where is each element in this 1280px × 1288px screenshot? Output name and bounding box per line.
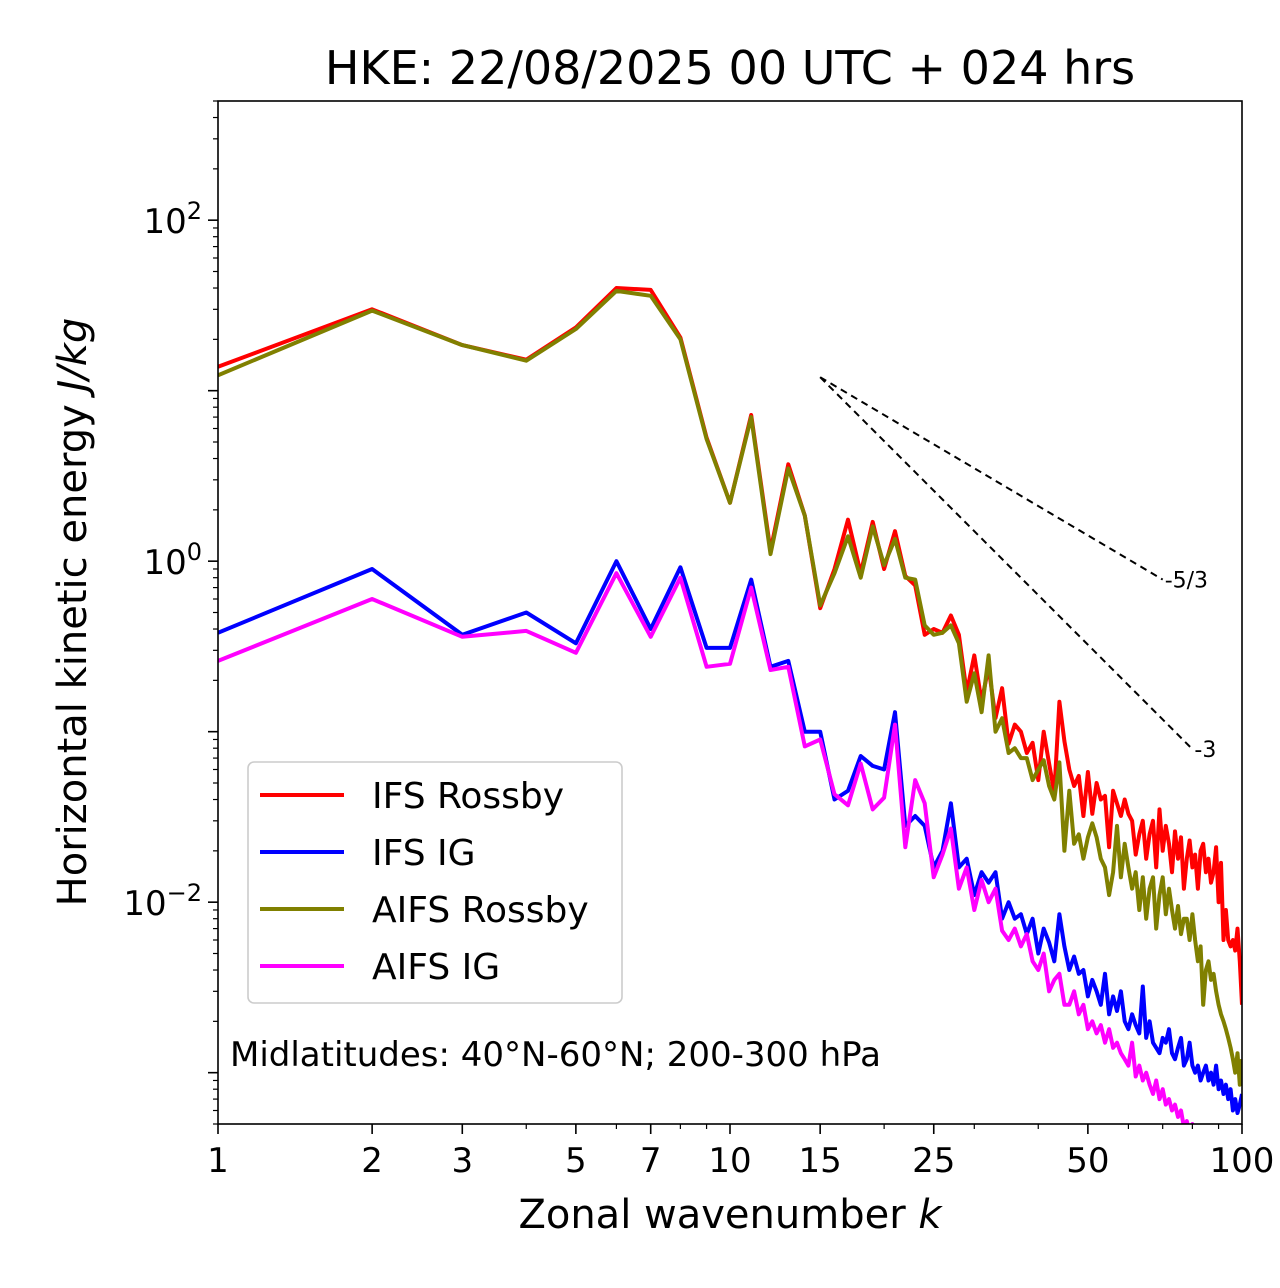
reference-slopes xyxy=(819,376,1194,750)
legend-label-aifs-ig: AIFS IG xyxy=(372,947,500,988)
y-axis-label-text: Horizontal kinetic energy xyxy=(50,392,96,907)
legend-box xyxy=(247,761,623,1004)
reference-line-2 xyxy=(819,376,1194,750)
x-tick-label: 7 xyxy=(640,1141,662,1181)
x-tick-label: 15 xyxy=(799,1141,842,1181)
y-axis-label: Horizontal kinetic energy J/kg xyxy=(50,318,96,907)
x-tick-label: 1 xyxy=(207,1141,229,1181)
reference-line-label-1: -5/3 xyxy=(1165,569,1208,594)
x-tick-label: 10 xyxy=(708,1141,751,1181)
series-line-ifs-ig xyxy=(218,559,1242,1115)
legend-label-aifs-rossby: AIFS Rossby xyxy=(372,890,589,931)
x-tick-label: 100 xyxy=(1210,1141,1275,1181)
y-tick-label: 100 xyxy=(143,538,202,583)
y-tick-label: 102 xyxy=(143,197,202,242)
y-axis-label-unit: J/kg xyxy=(50,318,96,399)
reference-slope-labels: -5/3 -3 xyxy=(1165,569,1217,764)
reference-line-label-2: -3 xyxy=(1194,738,1216,763)
region-annotation: Midlatitudes: 40°N-60°N; 200-300 hPa xyxy=(230,1035,881,1075)
legend-label-ifs-rossby: IFS Rossby xyxy=(372,776,564,817)
x-axis-ticks: 1 2 3 5 7 10 15 25 50 100 xyxy=(207,1124,1274,1181)
legend-label-ifs-ig: IFS IG xyxy=(372,833,476,874)
legend: IFS Rossby IFS IG AIFS Rossby AIFS IG xyxy=(247,761,623,1004)
x-tick-label: 5 xyxy=(565,1141,587,1181)
x-tick-label: 2 xyxy=(361,1141,383,1181)
x-tick-label: 25 xyxy=(912,1141,955,1181)
x-axis-label-variable: k xyxy=(918,1192,943,1238)
y-axis-ticks: 102 100 10−2 xyxy=(123,100,218,1125)
series-line-aifs-ig xyxy=(218,571,1195,1124)
series-lines xyxy=(218,286,1242,1124)
x-axis-label-text: Zonal wavenumber xyxy=(518,1192,918,1238)
y-tick-label: 10−2 xyxy=(123,879,202,924)
chart-title: HKE: 22/08/2025 00 UTC + 024 hrs xyxy=(325,41,1135,95)
series-line-aifs-rossby xyxy=(218,288,1242,1087)
reference-line-1 xyxy=(819,376,1164,581)
x-tick-label: 50 xyxy=(1066,1141,1109,1181)
x-tick-label: 3 xyxy=(451,1141,473,1181)
series-line-ifs-rossby xyxy=(218,286,1242,1005)
x-axis-label: Zonal wavenumber k xyxy=(518,1192,943,1238)
